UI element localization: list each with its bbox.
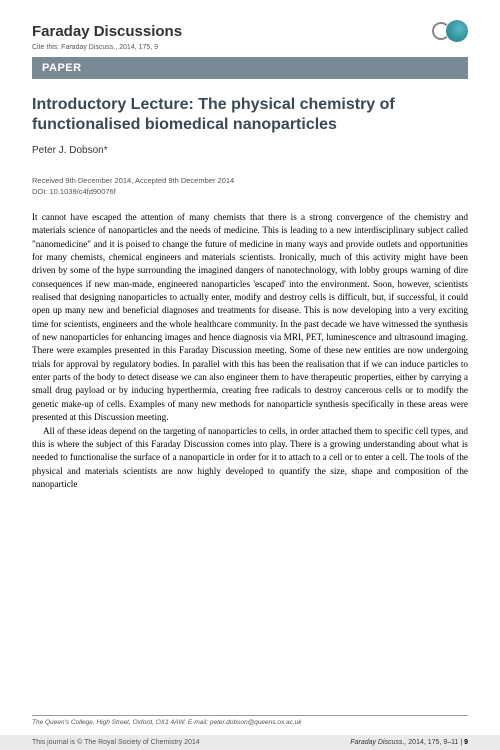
page-number: 9 <box>464 739 468 746</box>
article-title: Introductory Lecture: The physical chemi… <box>32 95 468 135</box>
paragraph-1: It cannot have escaped the attention of … <box>32 211 468 425</box>
received-date: Received 9th December 2014, Accepted 9th… <box>32 176 468 187</box>
footer-journal: Faraday Discuss., <box>350 739 406 746</box>
journal-name: Faraday Discussions <box>32 23 182 40</box>
footer-citation: Faraday Discuss., 2014, 175, 9–11 | 9 <box>350 739 468 746</box>
body-text: It cannot have escaped the attention of … <box>32 211 468 491</box>
authors: Peter J. Dobson* <box>32 145 468 156</box>
rsc-logo <box>420 20 468 42</box>
footer-ref: 2014, 175, 9–11 | <box>406 739 464 746</box>
cite-line: Cite this: Faraday Discuss., 2014, 175, … <box>32 44 468 51</box>
journal-header: Faraday Discussions <box>32 20 468 42</box>
copyright: This journal is © The Royal Society of C… <box>32 739 200 746</box>
paragraph-2: All of these ideas depend on the targeti… <box>32 425 468 492</box>
paper-banner: PAPER <box>32 57 468 79</box>
doi: DOI: 10.1039/c4fd90076f <box>32 187 468 198</box>
article-meta: Received 9th December 2014, Accepted 9th… <box>32 176 468 197</box>
affiliation-footnote: The Queen's College, High Street, Oxford… <box>32 715 468 726</box>
page-footer: This journal is © The Royal Society of C… <box>0 735 500 750</box>
logo-globe-icon <box>446 20 468 42</box>
